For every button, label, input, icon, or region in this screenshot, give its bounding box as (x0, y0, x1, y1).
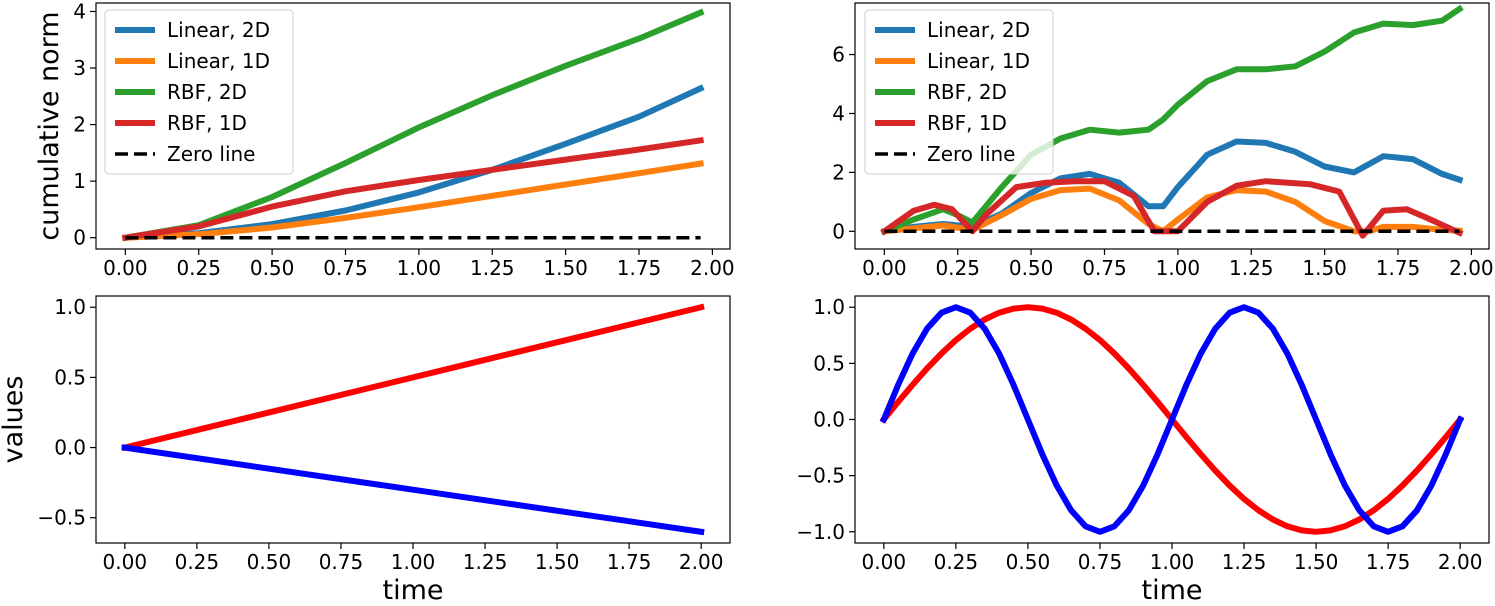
y-tick-label: 3 (73, 56, 86, 80)
x-tick-label: 1.00 (397, 256, 442, 280)
x-tick-label: 0.75 (323, 256, 368, 280)
panel-values-sinusoidal: 0.00 0.25 0.50 0.75 1.00 1.25 1.50 1.75 2.00 −1.0… (796, 295, 1490, 606)
legend-entry-label: RBF, 2D (167, 80, 247, 104)
x-tick-label: 2.00 (690, 256, 735, 280)
y-axis-label: values (0, 376, 29, 464)
legend-entry-label: Linear, 2D (927, 18, 1030, 42)
series-line-series-1 (879, 304, 1465, 535)
x-tick-label: 1.25 (1229, 256, 1274, 280)
x-tick-label: 2.00 (1449, 256, 1494, 280)
x-tick-label: 0.00 (103, 550, 148, 574)
x-tick-label: 2.00 (1438, 550, 1483, 574)
x-tick-label: 0.25 (935, 256, 980, 280)
y-axis-label: cumulative norm (34, 11, 65, 240)
x-tick-label: 1.50 (543, 256, 588, 280)
series-line-series-0 (121, 303, 705, 452)
y-tick-label: 0.5 (54, 365, 86, 389)
y-tick-label: 0 (832, 219, 845, 243)
x-tick-label: 1.50 (535, 550, 580, 574)
legend-entry-label: Linear, 1D (167, 49, 270, 73)
x-tick-label: 1.25 (1222, 550, 1267, 574)
y-tick-label: −0.5 (37, 506, 86, 530)
legend: Linear, 2D Linear, 1D RBF, 2D RBF, 1D Zero l… (864, 9, 1054, 175)
panel-values-linear: 0.00 0.25 0.50 0.75 1.00 1.25 1.50 1.75 2.00 −0.5… (0, 295, 731, 606)
y-tick-label: 4 (832, 101, 845, 125)
x-tick-label: 1.25 (470, 256, 515, 280)
x-tick-label: 0.50 (1006, 550, 1051, 574)
y-tick-label: 1 (73, 169, 86, 193)
x-tick-label: 1.75 (617, 256, 662, 280)
x-tick-label: 1.75 (1376, 256, 1421, 280)
legend-entry-label: Zero line (927, 142, 1015, 166)
panel-cumulative-norm-oscillating: 0.00 0.25 0.50 0.75 1.00 1.25 1.50 1.75 2.00 0 2 4 6… (832, 2, 1494, 280)
legend-entry-label: RBF, 1D (927, 111, 1007, 135)
y-tick-label: 1.0 (54, 295, 86, 319)
x-tick-label: 0.25 (176, 256, 221, 280)
series-line-series-1 (121, 444, 705, 536)
x-tick-label: 1.75 (1366, 550, 1411, 574)
series-line-linear-1d (881, 185, 1463, 235)
y-tick-label: −0.5 (796, 464, 845, 488)
panel-cumulative-norm-smooth: 0.00 0.25 0.50 0.75 1.00 1.25 1.50 1.75 2.00 0 1 2 3… (34, 0, 735, 280)
series-line-rbf-1d (121, 136, 705, 242)
y-tick-label: 2 (832, 160, 845, 184)
x-tick-label: 0.25 (934, 550, 979, 574)
x-tick-label: 1.00 (1150, 550, 1195, 574)
legend-entry-label: Linear, 1D (927, 49, 1030, 73)
legend-entry-label: Linear, 2D (167, 18, 270, 42)
x-tick-label: 0.00 (862, 256, 907, 280)
y-tick-label: 0.0 (813, 408, 845, 432)
y-tick-label: −1.0 (796, 520, 845, 544)
x-tick-label: 1.00 (1156, 256, 1201, 280)
x-tick-label: 0.75 (319, 550, 364, 574)
x-tick-label: 1.75 (607, 550, 652, 574)
x-tick-label: 0.75 (1082, 256, 1127, 280)
x-tick-label: 0.50 (247, 550, 292, 574)
x-tick-label: 1.50 (1294, 550, 1339, 574)
x-tick-label: 1.25 (463, 550, 508, 574)
legend: Linear, 2D Linear, 1D RBF, 2D RBF, 1D Zero l… (104, 9, 294, 175)
y-tick-label: 0.5 (813, 351, 845, 375)
legend-entry-label: RBF, 2D (927, 80, 1007, 104)
y-tick-label: 1.0 (813, 295, 845, 319)
axes-frame (95, 295, 731, 544)
x-tick-label: 1.00 (391, 550, 436, 574)
y-tick-label: 6 (832, 43, 845, 67)
x-tick-label: 0.00 (103, 256, 148, 280)
y-tick-label: 0.0 (54, 436, 86, 460)
x-tick-label: 0.00 (862, 550, 907, 574)
y-tick-label: 0 (73, 226, 86, 250)
x-tick-label: 0.25 (175, 550, 220, 574)
x-axis-label: time (1141, 575, 1202, 606)
x-tick-label: 0.75 (1078, 550, 1123, 574)
axes-frame (854, 2, 1490, 250)
y-tick-label: 4 (73, 0, 86, 23)
x-tick-label: 0.50 (1009, 256, 1054, 280)
axes-frame (95, 2, 731, 250)
series-line-rbf-2d (880, 4, 1464, 236)
y-tick-label: 2 (73, 113, 86, 137)
legend-entry-label: RBF, 1D (167, 111, 247, 135)
x-tick-label: 2.00 (679, 550, 724, 574)
legend-entry-label: Zero line (167, 142, 255, 166)
x-tick-label: 0.50 (250, 256, 295, 280)
x-tick-label: 1.50 (1302, 256, 1347, 280)
series-line-rbf-2d (121, 8, 705, 242)
x-axis-label: time (382, 575, 443, 606)
series-line-linear-1d (122, 160, 705, 241)
